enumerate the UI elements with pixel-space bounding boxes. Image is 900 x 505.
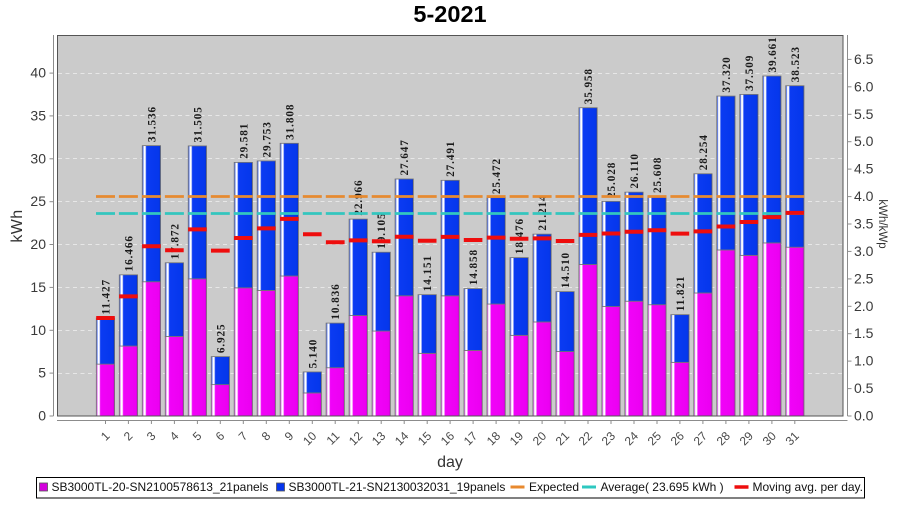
svg-text:27.491: 27.491 bbox=[445, 141, 457, 177]
svg-text:SB3000TL-21-SN2130032031_19pan: SB3000TL-21-SN2130032031_19panels bbox=[289, 480, 506, 494]
svg-text:31.808: 31.808 bbox=[284, 104, 296, 140]
svg-text:25.608: 25.608 bbox=[652, 157, 664, 193]
svg-text:31.536: 31.536 bbox=[146, 106, 158, 142]
svg-text:10.836: 10.836 bbox=[330, 283, 342, 319]
svg-text:5-2021: 5-2021 bbox=[413, 1, 486, 27]
svg-text:day: day bbox=[437, 454, 463, 471]
svg-text:0.5: 0.5 bbox=[854, 380, 874, 396]
svg-text:4.5: 4.5 bbox=[854, 161, 874, 177]
svg-text:SB3000TL-20-SN2100578613_21pan: SB3000TL-20-SN2100578613_21panels bbox=[52, 480, 269, 494]
svg-text:kWh: kWh bbox=[9, 209, 26, 242]
svg-text:17.872: 17.872 bbox=[169, 223, 181, 259]
svg-text:6.925: 6.925 bbox=[215, 323, 227, 353]
svg-text:6.0: 6.0 bbox=[854, 78, 874, 94]
svg-text:37.509: 37.509 bbox=[744, 55, 756, 91]
svg-text:5: 5 bbox=[38, 365, 46, 381]
svg-text:3.0: 3.0 bbox=[854, 243, 874, 259]
svg-text:Moving avg. per day.: Moving avg. per day. bbox=[753, 480, 864, 494]
svg-text:40: 40 bbox=[30, 65, 46, 81]
svg-text:37.320: 37.320 bbox=[721, 56, 733, 92]
svg-text:3.5: 3.5 bbox=[854, 216, 874, 232]
svg-text:26.110: 26.110 bbox=[629, 153, 641, 189]
svg-text:14.151: 14.151 bbox=[422, 255, 434, 291]
svg-text:20: 20 bbox=[30, 236, 46, 252]
svg-text:11.427: 11.427 bbox=[100, 279, 112, 315]
svg-text:2.5: 2.5 bbox=[854, 270, 874, 286]
svg-text:14.510: 14.510 bbox=[560, 252, 572, 288]
svg-text:25.472: 25.472 bbox=[491, 158, 503, 194]
svg-text:5.0: 5.0 bbox=[854, 133, 874, 149]
svg-text:2.0: 2.0 bbox=[854, 298, 874, 314]
svg-text:kWh/kWp: kWh/kWp bbox=[876, 199, 888, 248]
svg-text:14.858: 14.858 bbox=[468, 249, 480, 285]
svg-text:0: 0 bbox=[38, 408, 46, 424]
svg-text:35: 35 bbox=[30, 107, 46, 123]
svg-text:29.581: 29.581 bbox=[238, 123, 250, 159]
svg-text:1.5: 1.5 bbox=[854, 325, 874, 341]
svg-text:Expected: Expected bbox=[529, 480, 579, 494]
svg-text:6.5: 6.5 bbox=[854, 51, 874, 67]
svg-text:29.753: 29.753 bbox=[261, 121, 273, 157]
svg-text:5.5: 5.5 bbox=[854, 106, 874, 122]
svg-text:25: 25 bbox=[30, 193, 46, 209]
svg-text:15: 15 bbox=[30, 279, 46, 295]
svg-text:39.661: 39.661 bbox=[767, 36, 779, 72]
svg-text:38.523: 38.523 bbox=[790, 46, 802, 82]
svg-text:28.254: 28.254 bbox=[698, 134, 710, 170]
svg-text:27.647: 27.647 bbox=[399, 139, 411, 175]
svg-text:5.140: 5.140 bbox=[307, 339, 319, 369]
svg-text:0.0: 0.0 bbox=[854, 408, 874, 424]
svg-text:4.0: 4.0 bbox=[854, 188, 874, 204]
svg-text:31.505: 31.505 bbox=[192, 106, 204, 142]
svg-text:35.958: 35.958 bbox=[583, 68, 595, 104]
svg-text:16.466: 16.466 bbox=[123, 235, 135, 271]
svg-text:10: 10 bbox=[30, 322, 46, 338]
svg-text:30: 30 bbox=[30, 150, 46, 166]
svg-text:18.476: 18.476 bbox=[514, 218, 526, 254]
svg-text:11.821: 11.821 bbox=[675, 276, 687, 312]
svg-text:25.028: 25.028 bbox=[606, 162, 618, 198]
svg-text:1.0: 1.0 bbox=[854, 353, 874, 369]
svg-text:Average( 23.695 kWh ): Average( 23.695 kWh ) bbox=[601, 480, 724, 494]
